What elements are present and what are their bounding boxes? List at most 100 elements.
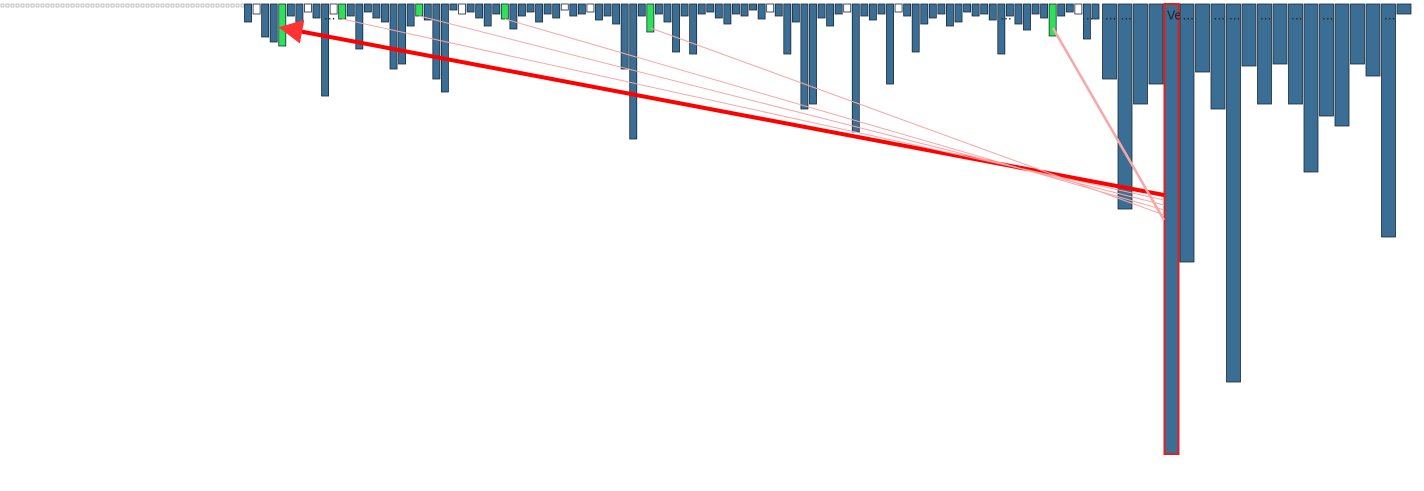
bar <box>843 3 852 13</box>
mini-node <box>225 3 230 8</box>
bar <box>886 3 894 85</box>
bar <box>595 3 603 21</box>
bar <box>526 3 535 13</box>
bar <box>1288 3 1303 105</box>
link-arrow <box>342 18 1165 201</box>
mini-node <box>185 3 190 8</box>
bar <box>423 3 432 21</box>
mini-node <box>140 3 145 8</box>
bar <box>783 3 792 55</box>
bar-label: ... <box>1105 9 1116 23</box>
mini-node <box>70 3 75 8</box>
bar <box>774 3 783 17</box>
mini-node <box>120 3 125 8</box>
bar <box>492 3 501 15</box>
mini-node <box>115 3 120 8</box>
bar <box>1226 3 1241 383</box>
bar <box>723 3 732 25</box>
mini-node <box>105 3 110 8</box>
bar <box>355 3 364 50</box>
bar <box>1210 3 1226 110</box>
bar <box>766 3 775 13</box>
bar <box>406 3 415 27</box>
bar <box>560 3 569 11</box>
mini-node <box>240 3 245 8</box>
bar <box>903 3 912 17</box>
mini-node <box>50 3 55 8</box>
mini-node <box>20 3 25 8</box>
bar-label: ... <box>1322 9 1333 23</box>
bar <box>714 3 723 19</box>
mini-node <box>195 3 200 8</box>
link-arrow <box>504 18 1165 211</box>
link-arrow <box>419 15 1165 206</box>
bar <box>552 3 561 19</box>
mini-node <box>40 3 45 8</box>
link-arrow <box>650 27 1165 216</box>
bar <box>971 3 980 17</box>
bar <box>637 3 646 17</box>
mini-node <box>95 3 100 8</box>
bar-label: ... <box>1229 9 1240 23</box>
mini-node <box>45 3 50 8</box>
bar <box>432 3 441 80</box>
bar <box>338 3 347 20</box>
bar <box>269 3 278 43</box>
bar <box>398 3 407 65</box>
bar <box>1005 3 1014 17</box>
bar <box>894 3 903 13</box>
bar <box>346 3 355 17</box>
mini-node <box>200 3 205 8</box>
mini-node <box>5 3 10 8</box>
bar <box>244 3 252 23</box>
mini-node <box>160 3 165 8</box>
bar <box>1148 3 1164 85</box>
bar <box>1074 3 1083 15</box>
mini-node <box>90 3 95 8</box>
bar <box>1381 3 1396 238</box>
bar <box>757 3 766 20</box>
mini-node <box>155 3 160 8</box>
bar <box>389 3 398 70</box>
bar-label: ... <box>1214 9 1225 23</box>
bar <box>980 3 989 15</box>
bar <box>1350 3 1365 65</box>
bar <box>612 3 621 25</box>
bar <box>543 3 552 15</box>
bar <box>363 3 372 13</box>
bar <box>860 3 869 17</box>
bar <box>278 3 287 47</box>
mini-node <box>15 3 20 8</box>
mini-node <box>170 3 175 8</box>
bar <box>1117 3 1133 210</box>
bar <box>706 3 715 13</box>
bar <box>1334 3 1350 127</box>
bar <box>1031 3 1040 15</box>
bar <box>1396 3 1412 15</box>
mini-node <box>150 3 155 8</box>
mini-node <box>110 3 115 8</box>
bar <box>535 3 543 23</box>
bar <box>449 3 458 11</box>
bar <box>620 3 629 70</box>
bar <box>749 3 757 11</box>
bar <box>518 3 526 17</box>
mini-node <box>220 3 225 8</box>
link-arrow <box>278 19 1165 197</box>
bar <box>697 3 706 15</box>
bar <box>928 3 937 19</box>
bar <box>911 3 920 53</box>
mini-node <box>230 3 235 8</box>
mini-node <box>135 3 140 8</box>
bar <box>1319 3 1334 117</box>
bar <box>1241 3 1257 67</box>
bar-label: ... <box>1121 9 1132 23</box>
mini-node <box>180 3 185 8</box>
bar <box>877 3 886 15</box>
bar <box>252 3 261 15</box>
bar <box>1082 3 1091 40</box>
bar <box>740 3 749 17</box>
bar <box>851 3 860 133</box>
bar <box>1163 3 1180 455</box>
